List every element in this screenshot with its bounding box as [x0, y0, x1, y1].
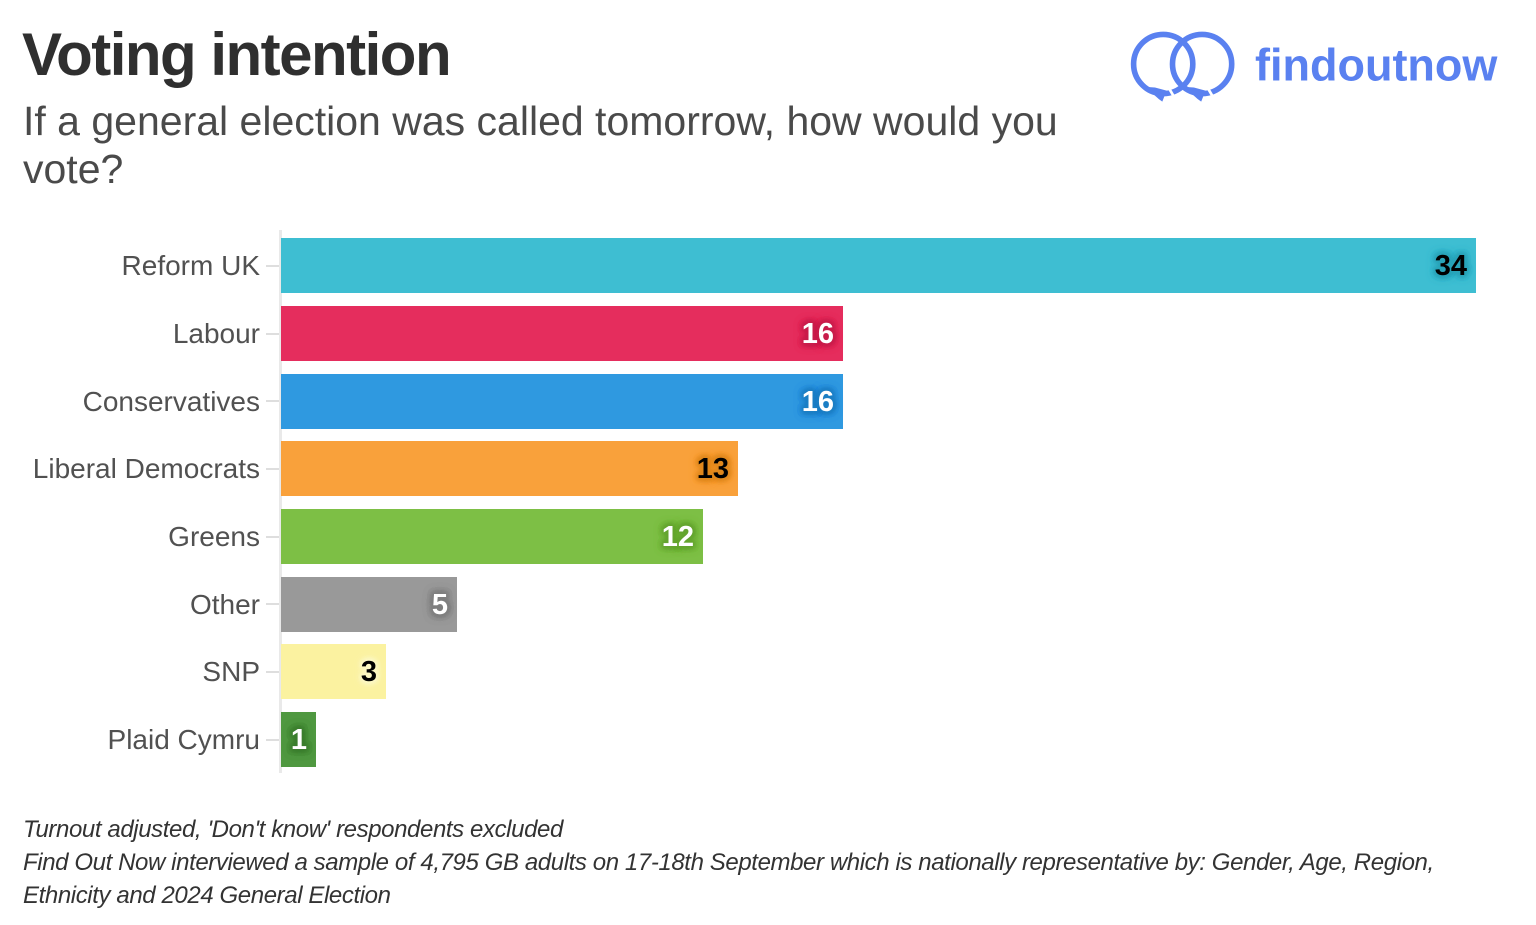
svg-text:findoutnow: findoutnow	[1255, 39, 1498, 90]
